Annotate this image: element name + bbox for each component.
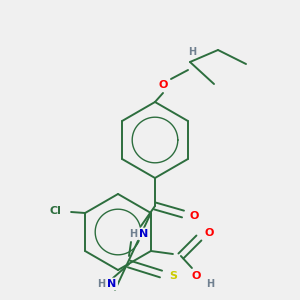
Text: H: H: [129, 229, 137, 239]
Text: H: H: [188, 47, 196, 57]
Text: S: S: [169, 271, 177, 281]
Text: Cl: Cl: [49, 206, 61, 216]
Text: O: O: [204, 228, 214, 238]
Text: O: O: [158, 80, 168, 90]
Text: O: O: [191, 271, 201, 281]
Text: N: N: [107, 279, 117, 289]
Text: H: H: [206, 279, 214, 289]
Text: H: H: [97, 279, 105, 289]
Text: N: N: [140, 229, 148, 239]
Text: O: O: [189, 211, 199, 221]
